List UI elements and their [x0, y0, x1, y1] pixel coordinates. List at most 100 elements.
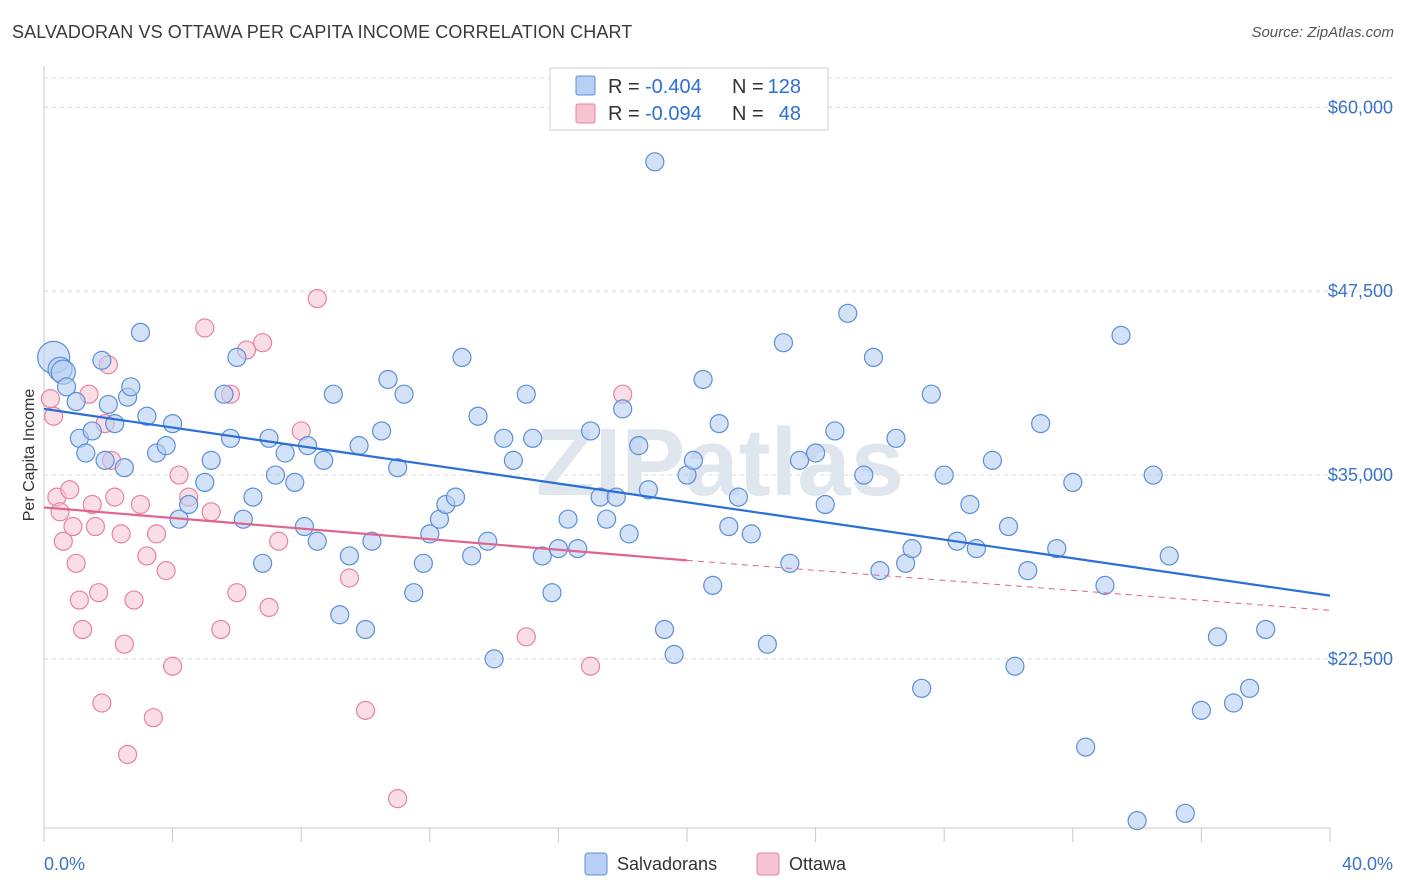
salvadorans-point-121 — [1191, 700, 1212, 720]
salvadorans-point-56 — [468, 406, 488, 426]
salvadorans-point-29 — [253, 553, 273, 573]
salvadorans-point-25 — [220, 428, 241, 448]
salvadorans-point-32 — [275, 443, 295, 463]
salvadorans-point-118 — [1143, 465, 1163, 485]
salvadorans-point-34 — [294, 516, 315, 537]
ottawa-point-13 — [89, 583, 109, 603]
salvadorans-point-85 — [728, 487, 749, 507]
ottawa-point-45 — [516, 627, 536, 647]
salvadorans-point-88 — [773, 333, 794, 353]
salvadorans-point-86 — [741, 524, 761, 544]
ottawa-point-6 — [63, 516, 83, 537]
salvadorans-point-103 — [934, 465, 954, 485]
ottawa-point-12 — [85, 516, 106, 537]
salvadorans-point-72 — [613, 399, 633, 419]
salvadorans-trend-line — [43, 407, 1331, 597]
ottawa-point-25 — [143, 708, 163, 728]
series-legend-label-salvadorans: Salvadorans — [617, 854, 717, 874]
ottawa-point-44 — [388, 788, 408, 809]
y-tick-label-1: $47,500 — [1328, 281, 1393, 301]
salvadorans-point-113 — [1063, 472, 1083, 493]
salvadorans-point-10 — [98, 394, 118, 415]
stats-legend-box — [549, 67, 829, 131]
ottawa-point-28 — [163, 656, 183, 676]
stats-legend-r-value-salvadorans: -0.404 — [645, 76, 702, 98]
ottawa-point-7 — [66, 553, 86, 573]
ottawa-point-35 — [227, 583, 247, 603]
salvadorans-point-109 — [1005, 656, 1025, 676]
salvadorans-point-9 — [95, 450, 115, 470]
axes — [43, 66, 1331, 842]
salvadorans-point-18 — [156, 436, 176, 456]
salvadorans-point-112 — [1047, 538, 1067, 559]
salvadorans-point-97 — [870, 561, 890, 581]
salvadorans-point-41 — [349, 436, 369, 456]
salvadorans-point-95 — [854, 465, 874, 485]
salvadorans-point-12 — [114, 458, 134, 478]
ottawa-point-33 — [211, 619, 231, 640]
stats-legend-n-label-salvadorans: N = — [732, 76, 764, 98]
trend-lines — [43, 407, 1331, 611]
salvadorans-point-46 — [388, 458, 408, 478]
salvadorans-point-117 — [1127, 811, 1147, 831]
salvadorans-point-75 — [638, 480, 659, 500]
salvadorans-point-27 — [233, 509, 253, 529]
salvadorans-point-48 — [404, 583, 424, 603]
ottawa-point-39 — [269, 531, 289, 551]
ottawa-points — [40, 288, 633, 809]
salvadorans-point-64 — [542, 583, 562, 603]
x-tick-labels: 0.0% 40.0% — [44, 854, 1393, 874]
ottawa-point-20 — [114, 634, 134, 654]
ottawa-point-3 — [50, 502, 70, 522]
ottawa-trend-line — [43, 506, 688, 562]
salvadorans-point-92 — [815, 494, 835, 515]
salvadorans-point-19 — [163, 413, 183, 434]
chart-source: Source: ZipAtlas.com — [1251, 24, 1394, 41]
salvadorans-point-37 — [314, 450, 334, 470]
salvadorans-point-30 — [259, 428, 279, 448]
salvadorans-point-76 — [645, 152, 665, 172]
salvadorans-point-4 — [66, 391, 86, 412]
series-legend: Salvadorans Ottawa — [584, 852, 847, 876]
salvadorans-point-57 — [478, 531, 498, 551]
salvadorans-point-110 — [1018, 561, 1038, 581]
salvadorans-point-22 — [195, 472, 215, 493]
stats-legend-swatch-ottawa — [575, 103, 596, 124]
salvadorans-point-119 — [1159, 546, 1179, 566]
y-tick-label-3: $22,500 — [1328, 649, 1393, 669]
x-tick-label-0: 0.0% — [44, 854, 85, 874]
salvadorans-point-73 — [619, 524, 639, 544]
salvadorans-point-107 — [982, 450, 1003, 470]
salvadorans-point-14 — [121, 377, 141, 397]
salvadorans-point-44 — [371, 421, 392, 441]
salvadorans-point-93 — [825, 421, 845, 441]
y-tick-label-2: $35,000 — [1328, 465, 1393, 485]
series-legend-label-ottawa: Ottawa — [789, 854, 847, 874]
grid-lines — [44, 77, 1395, 660]
salvadorans-point-15 — [130, 322, 151, 343]
salvadorans-point-96 — [863, 347, 884, 368]
series-legend-swatch-salvadorans — [584, 852, 608, 876]
salvadorans-point-36 — [307, 531, 327, 551]
salvadorans-point-98 — [886, 428, 906, 448]
ottawa-point-19 — [111, 524, 131, 544]
salvadorans-point-59 — [494, 428, 514, 448]
ottawa-point-37 — [253, 333, 273, 353]
salvadorans-point-77 — [654, 619, 675, 640]
salvadorans-point-6 — [76, 443, 96, 463]
salvadorans-point-68 — [580, 421, 601, 441]
ottawa-point-5 — [60, 480, 80, 500]
salvadorans-point-80 — [683, 450, 704, 470]
stats-legend-swatch-salvadorans — [575, 75, 596, 96]
ottawa-point-31 — [195, 318, 215, 338]
salvadorans-point-111 — [1031, 413, 1051, 434]
ottawa-point-27 — [156, 561, 176, 581]
salvadorans-point-45 — [378, 369, 398, 390]
salvadorans-point-122 — [1207, 627, 1228, 647]
salvadorans-point-105 — [960, 494, 980, 515]
salvadorans-point-33 — [285, 472, 305, 493]
salvadorans-point-83 — [709, 413, 729, 434]
chart-title: SALVADORAN VS OTTAWA PER CAPITA INCOME C… — [12, 22, 633, 42]
stats-legend-r-label-salvadorans: R = — [608, 76, 640, 98]
y-axis-label: Per Capita Income — [21, 389, 38, 522]
